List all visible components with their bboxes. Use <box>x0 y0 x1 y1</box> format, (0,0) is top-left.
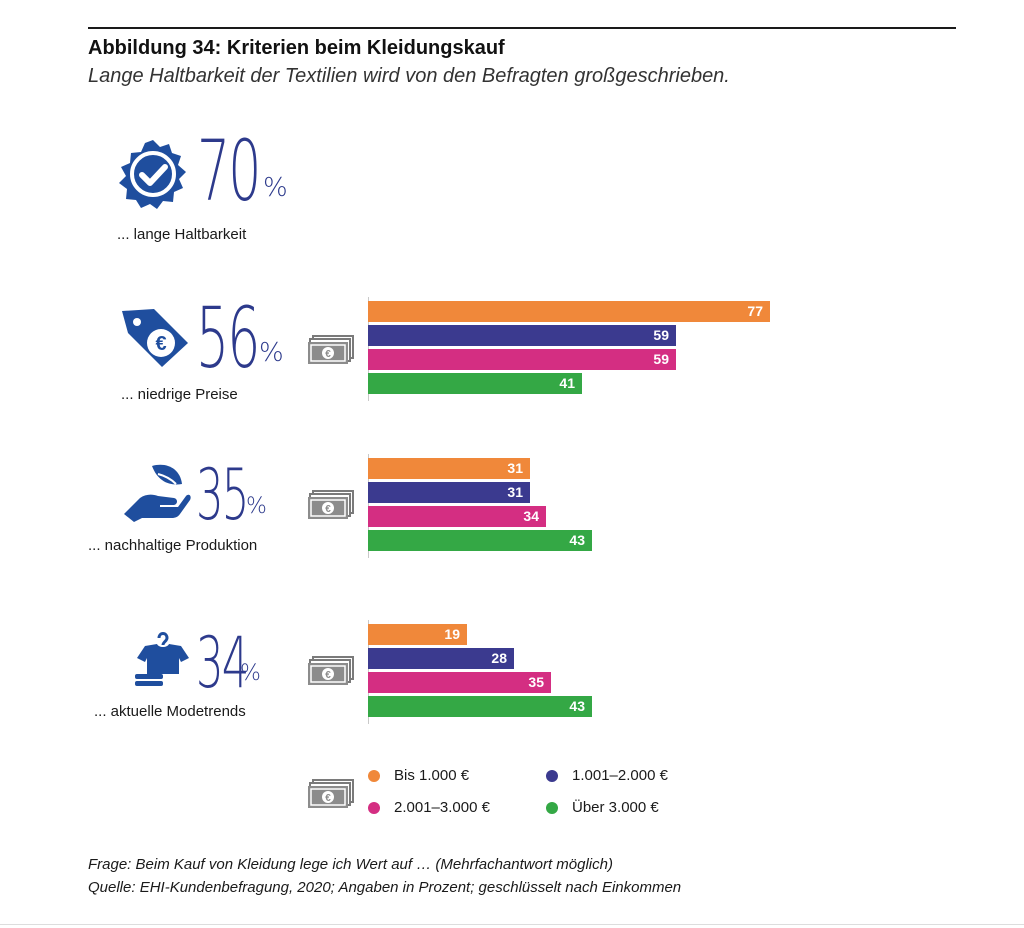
bar: 43 <box>368 530 592 551</box>
svg-text:€: € <box>155 333 166 355</box>
bar: 43 <box>368 696 592 717</box>
bar-value-label: 59 <box>653 351 669 367</box>
bottom-rule <box>0 924 1024 925</box>
bar-value-label: 31 <box>507 460 523 476</box>
bar-value-label: 43 <box>569 698 585 714</box>
criterion-label: ... nachhaltige Produktion <box>88 537 258 554</box>
bar-value-label: 28 <box>491 650 507 666</box>
hand-with-leaf-icon <box>124 464 191 522</box>
percent-sign: % <box>259 338 284 368</box>
fashion-trend-icon <box>135 632 189 686</box>
bar-value-label: 35 <box>528 674 544 690</box>
bar-value-label: 31 <box>507 484 523 500</box>
percent-sign: % <box>246 494 267 519</box>
criterion-label: ... aktuelle Modetrends <box>94 703 246 720</box>
criterion-total-percent: 35 <box>196 454 249 536</box>
criterion-label: ... lange Haltbarkeit <box>117 226 247 243</box>
bar-value-label: 77 <box>747 303 763 319</box>
figure-subtitle: Lange Haltbarkeit der Textilien wird von… <box>88 65 730 87</box>
bar: 19 <box>368 624 467 645</box>
top-rule <box>88 27 956 29</box>
percent-sign: % <box>240 661 261 686</box>
legend-label-ueber-3000: Über 3.000 € <box>572 799 659 816</box>
legend-label-1001-2000: 1.001–2.000 € <box>572 767 668 784</box>
bar: 28 <box>368 648 514 669</box>
legend-dot-2001-3000 <box>368 802 380 814</box>
quality-badge-icon <box>119 140 186 209</box>
bar: 31 <box>368 458 530 479</box>
legend-dot-1001-2000 <box>546 770 558 782</box>
bar: 77 <box>368 301 770 322</box>
money-bill-icon: € <box>308 656 354 685</box>
bar: 59 <box>368 349 676 370</box>
euro-price-tag-icon: € <box>122 309 188 367</box>
legend-dot-ueber-3000 <box>546 802 558 814</box>
criterion-total-percent: 70 <box>197 122 261 220</box>
legend-dot-bis-1000 <box>368 770 380 782</box>
bar: 31 <box>368 482 530 503</box>
survey-question-note: Frage: Beim Kauf von Kleidung lege ich W… <box>88 856 613 873</box>
legend-label-2001-3000: 2.001–3.000 € <box>394 799 490 816</box>
bar-value-label: 34 <box>523 508 539 524</box>
criterion-total-percent: 56 <box>196 289 260 387</box>
bar: 35 <box>368 672 551 693</box>
bar: 41 <box>368 373 582 394</box>
money-bill-icon: € <box>308 335 354 364</box>
bar-value-label: 59 <box>653 327 669 343</box>
bar-value-label: 19 <box>444 626 460 642</box>
percent-sign: % <box>263 173 288 203</box>
bar-value-label: 43 <box>569 532 585 548</box>
money-bill-icon: € <box>308 779 354 808</box>
source-note: Quelle: EHI-Kundenbefragung, 2020; Angab… <box>88 879 682 896</box>
bar: 34 <box>368 506 546 527</box>
svg-text:€: € <box>325 793 331 804</box>
svg-text:€: € <box>325 670 331 681</box>
legend-label-bis-1000: Bis 1.000 € <box>394 767 470 784</box>
money-bill-icon: € <box>308 490 354 519</box>
bar-value-label: 41 <box>559 375 575 391</box>
svg-text:€: € <box>325 349 331 360</box>
criterion-label: ... niedrige Preise <box>121 386 238 403</box>
figure-title: Abbildung 34: Kriterien beim Kleidungska… <box>88 37 505 59</box>
svg-text:€: € <box>325 504 331 515</box>
criterion-total-percent: 34 <box>196 622 249 704</box>
bar: 59 <box>368 325 676 346</box>
